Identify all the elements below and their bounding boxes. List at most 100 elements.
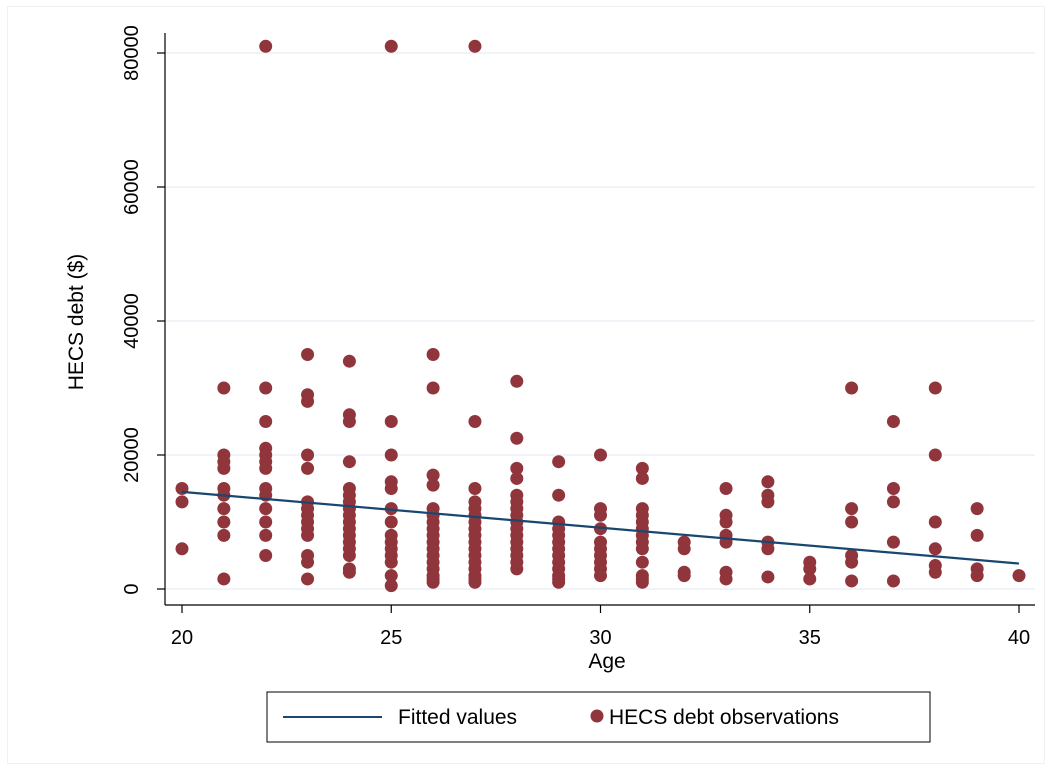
- scatter-point: [259, 515, 273, 529]
- scatter-point: [594, 448, 607, 462]
- scatter-point: [677, 569, 691, 583]
- scatter-point: [426, 478, 440, 492]
- y-tick-label: 0: [121, 583, 143, 594]
- axis-ticks: 0 20000 40000 60000 80000 20 25 30 35 40: [121, 25, 1030, 649]
- scatter-point: [594, 569, 607, 583]
- scatter-point: [384, 482, 398, 495]
- scatter-point: [886, 415, 900, 428]
- scatter-point: [384, 555, 398, 569]
- scatter-point: [1012, 569, 1026, 583]
- scatter-point: [217, 572, 231, 586]
- x-tick-label: 25: [380, 627, 402, 649]
- scatter-point: [928, 515, 942, 529]
- scatter-point: [301, 555, 315, 569]
- scatter-point: [886, 535, 900, 549]
- scatter-point: [468, 482, 482, 495]
- scatter-point: [761, 475, 775, 489]
- scatter-point: [175, 495, 189, 509]
- scatter-point: [510, 562, 524, 576]
- scatter-point: [217, 528, 231, 542]
- x-tick-label: 20: [171, 627, 193, 649]
- scatter-point: [301, 461, 315, 475]
- scatter-point: [719, 482, 733, 495]
- scatter-point: [970, 569, 984, 583]
- scatter-point: [803, 572, 817, 586]
- scatter-point: [217, 461, 231, 475]
- scatter-point: [803, 562, 817, 576]
- scatter-point: [719, 515, 733, 529]
- scatter-point: [928, 542, 942, 556]
- scatter-point: [970, 502, 984, 516]
- y-tick-label: 80000: [121, 25, 143, 81]
- scatter-point: [928, 381, 942, 395]
- scatter-point: [426, 381, 440, 395]
- scatter-point: [259, 502, 273, 516]
- scatter-point: [468, 39, 482, 53]
- fitted-line-group: [181, 490, 1020, 565]
- x-tick-label: 30: [589, 627, 611, 649]
- scatter-point: [886, 574, 900, 588]
- legend-observations-label: HECS debt observations: [609, 706, 839, 729]
- scatter-point: [342, 455, 356, 469]
- scatter-point: [552, 455, 566, 469]
- scatter-point: [259, 461, 273, 475]
- scatter-point: [552, 575, 566, 589]
- scatter-point: [384, 415, 398, 428]
- scatter-point: [761, 570, 775, 584]
- scatter-point: [342, 549, 356, 562]
- y-tick-label: 60000: [121, 159, 143, 215]
- y-tick-label: 20000: [121, 427, 143, 483]
- scatter-point: [259, 549, 273, 562]
- scatter-point: [886, 495, 900, 509]
- scatter-point: [594, 508, 607, 522]
- scatter-point: [845, 381, 859, 395]
- scatter-point: [342, 565, 356, 579]
- scatter-point: [217, 502, 231, 516]
- scatter-point: [510, 374, 524, 388]
- scatter-point: [761, 542, 775, 556]
- scatter-point: [384, 448, 398, 462]
- scatter-point: [301, 572, 315, 586]
- scatter-point: [845, 502, 859, 516]
- scatter-point: [970, 528, 984, 542]
- scatter-point: [928, 565, 942, 579]
- scatter-point: [384, 39, 398, 53]
- scatter-point: [719, 572, 733, 586]
- scatter-point: [761, 495, 775, 509]
- scatter-point: [845, 515, 859, 529]
- scatter-point: [259, 415, 273, 428]
- scatter-point: [845, 555, 859, 569]
- scatter-point: [635, 461, 649, 475]
- scatter-point: [259, 528, 273, 542]
- scatter-point: [342, 354, 356, 368]
- scatter-point: [677, 542, 691, 556]
- scatter-point: [845, 574, 859, 588]
- scatter-point: [886, 482, 900, 495]
- scatter-point: [510, 461, 524, 475]
- scatter-point: [510, 471, 524, 485]
- scatter-point: [301, 394, 315, 408]
- scatter-point: [928, 448, 942, 462]
- legend-observations-swatch: [590, 709, 604, 723]
- scatter-point: [301, 448, 315, 462]
- scatter-point: [635, 542, 649, 556]
- scatter-point: [384, 569, 398, 583]
- fitted-line: [181, 490, 1020, 565]
- scatter-point: [217, 381, 231, 395]
- chart-frame: [7, 6, 1045, 764]
- x-tick-label: 35: [799, 627, 821, 649]
- scatter-point: [217, 515, 231, 529]
- scatter-points: [175, 39, 1026, 593]
- scatter-point: [384, 502, 398, 516]
- scatter-point: [259, 381, 273, 395]
- scatter-point: [301, 348, 315, 361]
- scatter-point: [468, 575, 482, 589]
- legend: Fitted values HECS debt observations: [266, 691, 931, 743]
- scatter-point: [510, 431, 524, 445]
- scatter-point: [384, 579, 398, 593]
- y-axis-title: HECS debt ($): [65, 254, 88, 391]
- scatter-point: [301, 528, 315, 542]
- scatter-point: [342, 415, 356, 428]
- y-tick-label: 40000: [121, 293, 143, 349]
